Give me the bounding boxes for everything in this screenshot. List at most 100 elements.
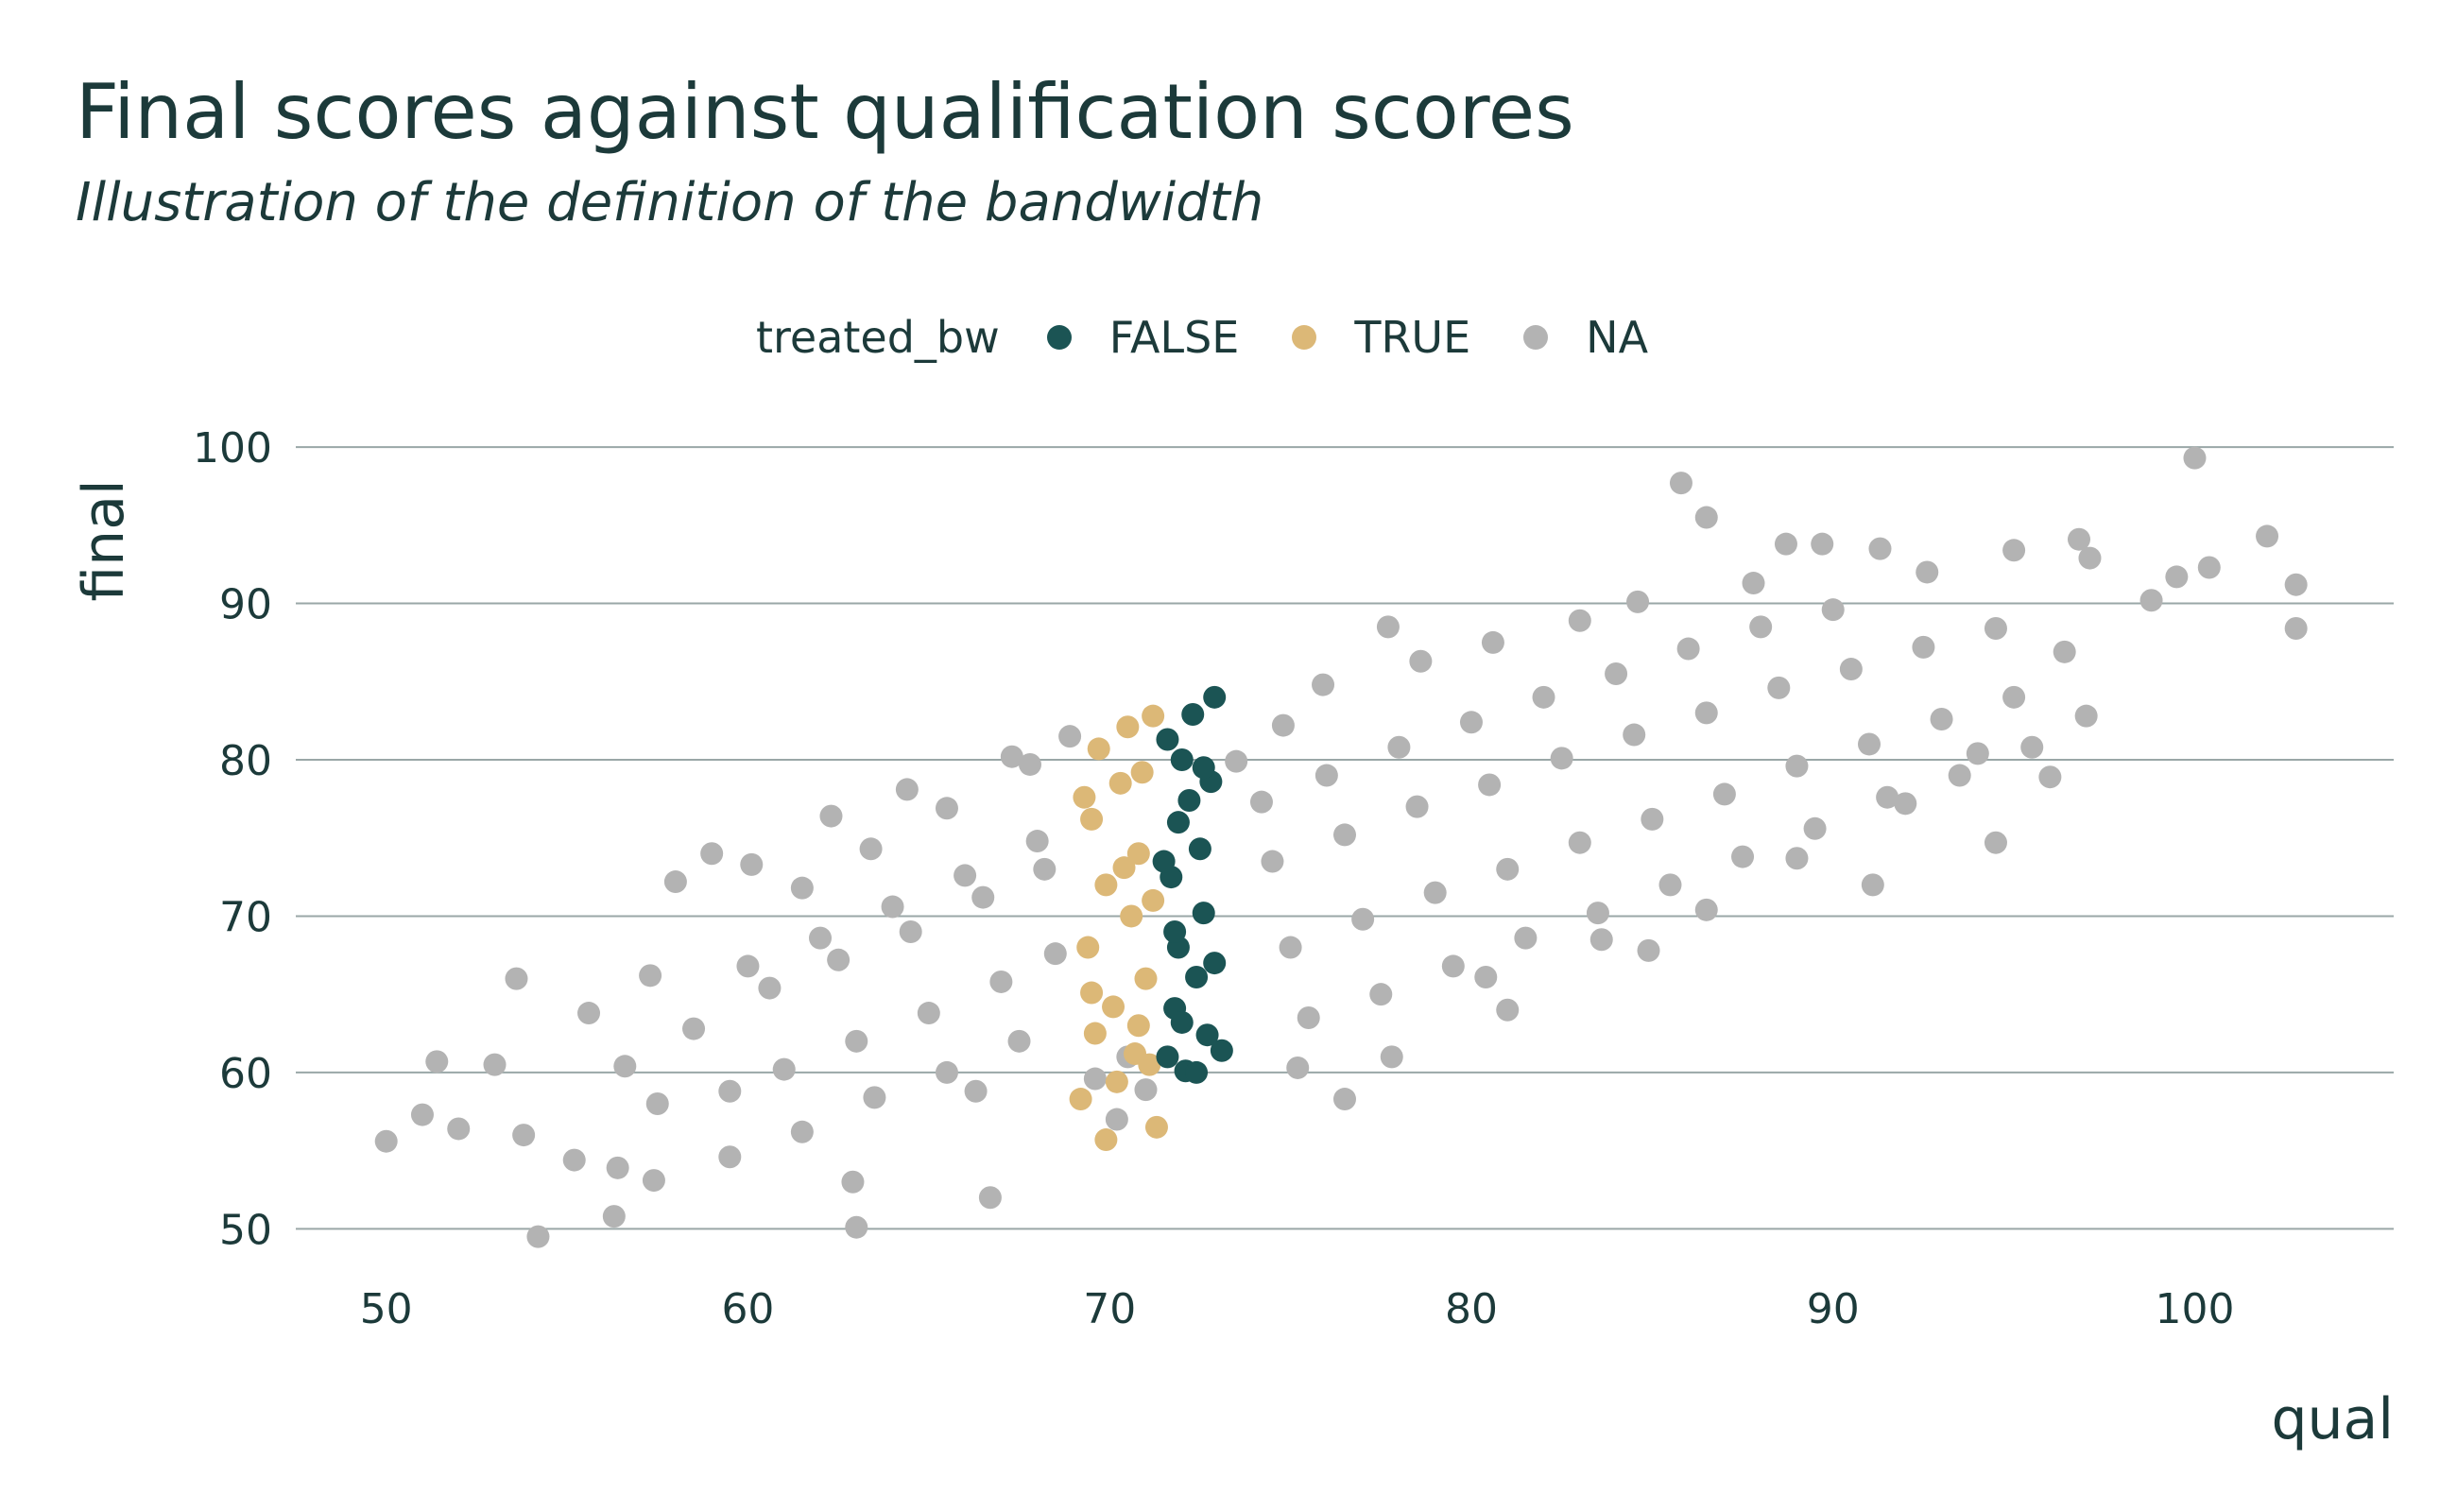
point-na-129 bbox=[1586, 902, 1609, 925]
point-na-31 bbox=[1058, 725, 1082, 748]
point-na-119 bbox=[645, 1092, 669, 1115]
point-na-132 bbox=[1803, 816, 1827, 840]
point-na-11 bbox=[2165, 565, 2189, 589]
legend-item-na: NA bbox=[1523, 312, 1648, 363]
y-tick-label-70: 70 bbox=[219, 893, 272, 941]
point-na-95 bbox=[1351, 907, 1375, 931]
point-false-3 bbox=[1170, 748, 1194, 771]
point-na-78 bbox=[1261, 850, 1284, 873]
point-na-71 bbox=[613, 1055, 637, 1078]
point-na-111 bbox=[1314, 764, 1338, 787]
series-na bbox=[374, 446, 2308, 1248]
point-na-35 bbox=[1637, 938, 1660, 962]
point-false-10 bbox=[1185, 965, 1209, 988]
point-na-90 bbox=[845, 1029, 868, 1053]
point-na-38 bbox=[2038, 765, 2062, 789]
y-tick-label-100: 100 bbox=[193, 424, 272, 472]
point-false-0 bbox=[1203, 685, 1227, 709]
point-na-110 bbox=[1249, 790, 1273, 814]
point-true-5 bbox=[1126, 842, 1150, 866]
point-true-17 bbox=[1138, 1053, 1161, 1076]
point-false-22 bbox=[1163, 920, 1187, 943]
point-na-67 bbox=[642, 1169, 665, 1193]
point-na-7 bbox=[1868, 537, 1892, 560]
point-na-98 bbox=[1568, 831, 1591, 854]
point-false-20 bbox=[1170, 1010, 1194, 1034]
point-true-15 bbox=[1144, 1115, 1168, 1139]
point-na-18 bbox=[602, 1205, 626, 1228]
point-true-14 bbox=[1069, 1088, 1092, 1111]
point-na-104 bbox=[2002, 685, 2026, 709]
point-na-56 bbox=[2053, 640, 2076, 663]
point-na-58 bbox=[1894, 792, 1917, 816]
legend-label-na: NA bbox=[1586, 312, 1649, 363]
point-na-3 bbox=[2256, 524, 2279, 548]
point-na-97 bbox=[1496, 857, 1520, 881]
point-true-13 bbox=[1105, 1070, 1128, 1093]
point-na-128 bbox=[1514, 926, 1538, 950]
point-na-69 bbox=[512, 1124, 536, 1147]
y-tick-labels: 50 60 70 80 90 100 bbox=[193, 424, 272, 1254]
point-true-16 bbox=[1094, 1128, 1118, 1152]
point-na-76 bbox=[971, 885, 995, 909]
point-na-22 bbox=[700, 842, 724, 866]
point-na-2 bbox=[1694, 506, 1718, 529]
legend-label-true: TRUE bbox=[1354, 312, 1471, 363]
point-na-59 bbox=[1785, 847, 1809, 870]
point-na-108 bbox=[954, 864, 977, 887]
point-na-92 bbox=[989, 970, 1013, 993]
point-na-124 bbox=[1007, 1029, 1031, 1053]
x-tick-label-70: 70 bbox=[1083, 1285, 1136, 1333]
point-false-15 bbox=[1185, 1060, 1209, 1084]
point-na-107 bbox=[881, 895, 904, 919]
point-na-48 bbox=[1271, 713, 1295, 737]
y-tick-label-80: 80 bbox=[219, 737, 272, 785]
point-na-114 bbox=[1532, 685, 1555, 709]
point-na-103 bbox=[1930, 707, 1953, 730]
point-false-2 bbox=[1156, 728, 1179, 751]
point-na-17 bbox=[526, 1225, 550, 1248]
point-na-36 bbox=[1861, 873, 1884, 897]
x-axis-label: qual bbox=[2271, 1386, 2394, 1452]
point-true-23 bbox=[1126, 1014, 1150, 1038]
point-true-19 bbox=[1073, 785, 1096, 809]
point-true-6 bbox=[1094, 873, 1118, 897]
point-na-106 bbox=[809, 926, 832, 950]
x-tick-label-100: 100 bbox=[2155, 1285, 2234, 1333]
point-na-1 bbox=[1669, 472, 1692, 495]
point-na-113 bbox=[1459, 711, 1483, 734]
point-false-21 bbox=[1192, 756, 1215, 780]
series-false bbox=[1152, 685, 1233, 1084]
point-na-12 bbox=[2197, 556, 2221, 579]
point-na-89 bbox=[772, 1057, 796, 1081]
point-na-133 bbox=[1876, 785, 1899, 809]
legend-label-false: FALSE bbox=[1108, 312, 1240, 363]
point-na-45 bbox=[935, 797, 958, 820]
point-na-130 bbox=[1658, 873, 1682, 897]
point-na-51 bbox=[1481, 630, 1504, 654]
point-na-82 bbox=[1550, 747, 1573, 770]
point-na-41 bbox=[577, 1002, 601, 1025]
point-true-7 bbox=[1120, 904, 1143, 928]
point-na-84 bbox=[1694, 701, 1718, 725]
point-na-63 bbox=[1380, 1045, 1403, 1069]
point-na-109 bbox=[1025, 830, 1049, 853]
point-true-3 bbox=[1108, 771, 1132, 795]
point-na-40 bbox=[505, 967, 528, 990]
point-na-118 bbox=[1821, 598, 1845, 622]
x-tick-label-60: 60 bbox=[721, 1285, 774, 1333]
point-false-16 bbox=[1210, 1039, 1233, 1062]
point-na-72 bbox=[682, 1017, 706, 1040]
point-na-50 bbox=[1409, 649, 1433, 673]
x-tick-label-80: 80 bbox=[1445, 1285, 1498, 1333]
point-na-62 bbox=[1474, 965, 1498, 988]
point-true-10 bbox=[1102, 995, 1125, 1019]
point-na-102 bbox=[1858, 732, 1881, 756]
y-tick-label-50: 50 bbox=[219, 1206, 272, 1254]
data-points bbox=[374, 446, 2308, 1248]
point-na-86 bbox=[1839, 658, 1863, 681]
point-na-83 bbox=[1623, 723, 1646, 747]
point-na-122 bbox=[863, 1086, 886, 1109]
point-true-11 bbox=[1083, 1022, 1107, 1045]
